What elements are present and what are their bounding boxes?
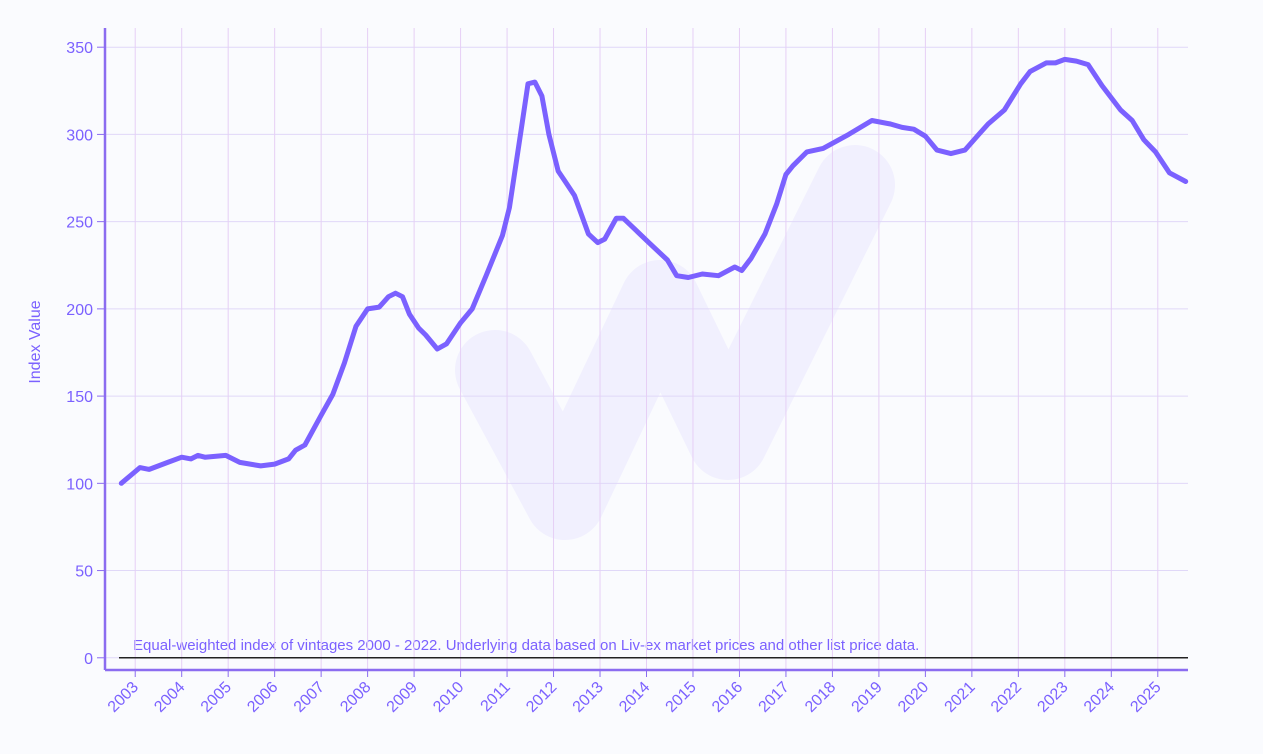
x-tick-label: 2023: [1034, 679, 1071, 716]
x-tick-label: 2004: [151, 679, 188, 716]
x-tick-label: 2019: [849, 679, 886, 716]
watermark: [455, 145, 895, 540]
x-tick-label: 2011: [478, 679, 514, 715]
annotation: Equal-weighted index of vintages 2000 - …: [133, 637, 919, 654]
x-tick-label: 2022: [988, 679, 1025, 716]
y-axis-label: Index Value: [27, 300, 44, 383]
data-line: [118, 56, 1189, 486]
y-tick-label: 200: [66, 302, 93, 319]
y-tick-label: 250: [66, 215, 93, 232]
x-tick-label: 2016: [709, 679, 746, 716]
y-tick-label: 150: [66, 389, 93, 406]
x-tick-label: 2015: [663, 679, 700, 716]
x-tick-label: 2003: [105, 679, 142, 716]
y-tick-label: 0: [84, 651, 93, 668]
x-tick-label: 2018: [802, 679, 839, 716]
x-tick-label: 2007: [291, 679, 328, 716]
x-tick-label: 2021: [942, 679, 979, 716]
x-tick-label: 2014: [616, 679, 653, 716]
x-tick-label: 2009: [384, 679, 421, 716]
y-tick-label: 50: [75, 564, 93, 581]
x-tick-label: 2013: [570, 679, 607, 716]
x-tick-label: 2008: [337, 679, 374, 716]
x-tick-label: 2005: [198, 679, 235, 716]
x-tick-label: 2006: [244, 679, 281, 716]
y-tick-label: 350: [66, 40, 93, 57]
x-tick-label: 2017: [756, 679, 793, 716]
y-tick-label: 300: [66, 127, 93, 144]
y-tick-label: 100: [66, 476, 93, 493]
x-tick-label: 2012: [523, 679, 560, 716]
x-tick-label: 2025: [1127, 679, 1164, 716]
x-tick-label: 2020: [895, 679, 932, 716]
x-tick-label: 2024: [1081, 679, 1118, 716]
x-tick-label: 2010: [430, 679, 467, 716]
